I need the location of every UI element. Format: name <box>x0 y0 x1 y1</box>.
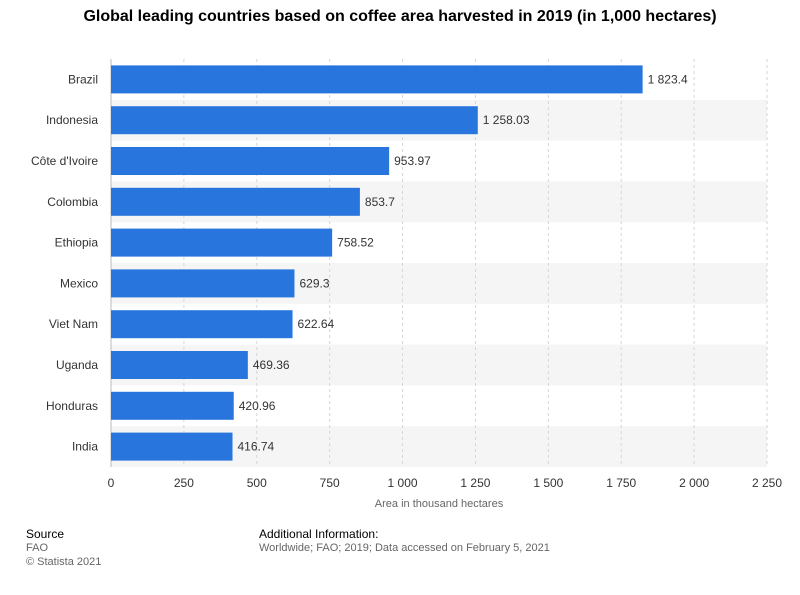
source-block: Source FAO © Statista 2021 <box>26 527 101 569</box>
category-label: Mexico <box>60 276 98 290</box>
source-heading: Source <box>26 527 65 541</box>
x-tick-label: 250 <box>174 476 194 490</box>
bar[interactable] <box>111 432 233 461</box>
x-tick-label: 2 250 <box>752 476 782 490</box>
value-label: 629.3 <box>299 276 329 290</box>
x-tick-label: 1 250 <box>460 476 490 490</box>
category-label: Viet Nam <box>49 317 98 331</box>
x-tick-label: 2 000 <box>679 476 709 490</box>
x-tick-label: 1 000 <box>388 476 418 490</box>
bar[interactable] <box>111 147 390 175</box>
x-tick-label: 0 <box>108 476 115 490</box>
bar[interactable] <box>111 228 333 257</box>
category-label: India <box>72 440 98 454</box>
bar[interactable] <box>111 65 643 94</box>
value-label: 853.7 <box>365 195 395 209</box>
bar[interactable] <box>111 269 295 298</box>
value-label: 1 258.03 <box>483 113 530 127</box>
additional-info-text: Worldwide; FAO; 2019; Data accessed on F… <box>259 542 550 554</box>
value-label: 622.64 <box>298 317 335 331</box>
x-tick-label: 1 500 <box>533 476 563 490</box>
category-label: Uganda <box>56 358 98 372</box>
value-label: 953.97 <box>394 154 431 168</box>
value-label: 1 823.4 <box>648 72 688 86</box>
bar[interactable] <box>111 351 248 379</box>
x-axis-title: Area in thousand hectares <box>375 498 504 510</box>
category-label: Indonesia <box>46 113 98 127</box>
additional-info-heading: Additional Information: <box>259 527 379 541</box>
bars <box>111 65 643 461</box>
x-tick-label: 500 <box>247 476 267 490</box>
value-label: 469.36 <box>253 358 290 372</box>
category-label: Honduras <box>46 399 98 413</box>
bar[interactable] <box>111 187 360 216</box>
copyright: © Statista 2021 <box>26 556 102 568</box>
bar[interactable] <box>111 106 478 135</box>
value-labels: 1 823.4 1 258.03 953.97 853.7 758.52 629.3 622… <box>238 72 688 453</box>
category-label: Côte d'Ivoire <box>31 154 98 168</box>
chart-title: Global leading countries based on coffee… <box>83 8 717 25</box>
category-label: Brazil <box>68 72 98 86</box>
category-label: Ethiopia <box>55 236 99 250</box>
x-tick-label: 1 750 <box>606 476 636 490</box>
additional-info-block: Additional Information: Worldwide; FAO; … <box>259 527 550 555</box>
x-tick-label: 750 <box>320 476 340 490</box>
bar[interactable] <box>111 310 293 339</box>
category-labels: Brazil Indonesia Côte d'Ivoire Colombia Ethi… <box>31 72 98 453</box>
value-label: 420.96 <box>239 399 276 413</box>
category-label: Colombia <box>47 195 98 209</box>
value-label: 416.74 <box>238 440 275 454</box>
source-name[interactable]: FAO <box>26 542 49 554</box>
x-tick-labels: 0 250 500 750 1 000 1 250 1 500 1 750 2 000 2 250 <box>108 476 783 490</box>
value-label: 758.52 <box>337 236 374 250</box>
bar[interactable] <box>111 391 234 420</box>
